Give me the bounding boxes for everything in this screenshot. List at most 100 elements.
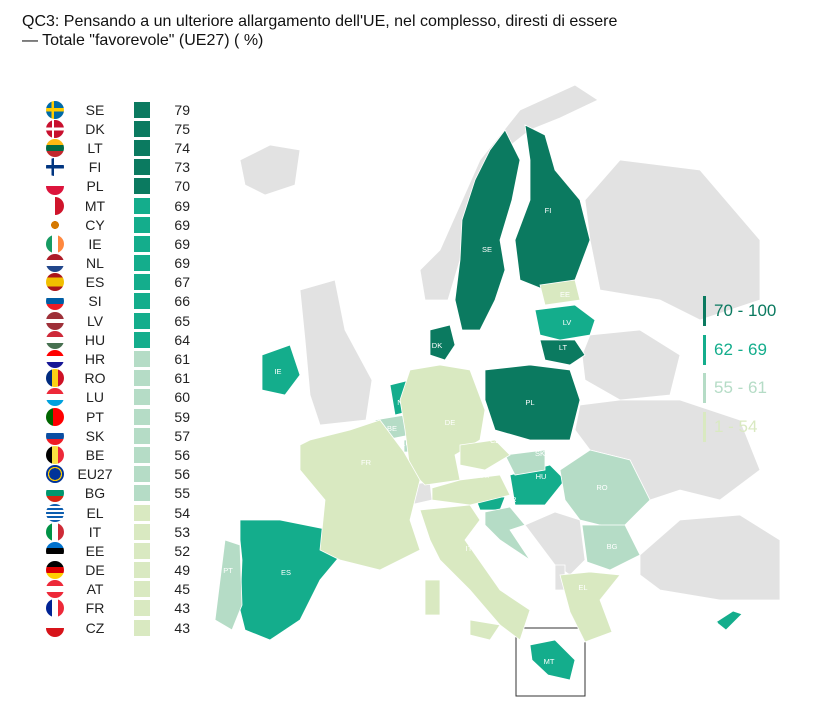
- country-value: 60: [174, 389, 190, 406]
- map-label-be: BE: [387, 424, 397, 433]
- country-row-el: EL 54: [46, 503, 190, 522]
- country-it-island: [424, 579, 441, 616]
- color-swatch: [134, 542, 150, 559]
- color-swatch: [134, 466, 150, 483]
- legend-label: 55 - 61: [714, 378, 767, 398]
- country-lt: [539, 339, 586, 366]
- chart-title: QC3: Pensando a un ulteriore allargament…: [22, 13, 618, 49]
- country-row-es: ES 67: [46, 273, 190, 292]
- country-row-bg: BG 55: [46, 484, 190, 503]
- country-cz: [459, 439, 511, 471]
- country-value: 74: [174, 139, 190, 156]
- flag-icon: [46, 138, 64, 157]
- country-row-lu: LU 60: [46, 388, 190, 407]
- country-row-hu: HU 64: [46, 330, 190, 349]
- flag-icon: [46, 330, 64, 349]
- country-row-lv: LV 65: [46, 311, 190, 330]
- map-label-fr: FR: [361, 458, 372, 467]
- color-swatch: [134, 120, 150, 137]
- country-code: HR: [84, 351, 106, 368]
- country-row-cy: CY 69: [46, 215, 190, 234]
- country-value: 75: [174, 120, 190, 137]
- country-row-it: IT 53: [46, 522, 190, 541]
- country-value: 70: [174, 178, 190, 195]
- country-dk: [429, 324, 456, 361]
- country-row-at: AT 45: [46, 580, 190, 599]
- country-row-be: BE 56: [46, 445, 190, 464]
- legend-bar: [703, 296, 706, 327]
- country-value: 43: [174, 600, 190, 617]
- country-row-pt: PT 59: [46, 407, 190, 426]
- country-value: 43: [174, 619, 190, 636]
- country-code: FI: [88, 159, 102, 176]
- country-fi: [514, 124, 591, 291]
- country-value: 64: [174, 331, 190, 348]
- country-value: 73: [174, 159, 190, 176]
- map-label-pt: PT: [223, 566, 233, 575]
- country-row-ie: IE 69: [46, 234, 190, 253]
- flag-icon: [46, 292, 64, 311]
- country-value: 55: [174, 485, 190, 502]
- color-swatch: [134, 427, 150, 444]
- country-at: [431, 474, 511, 506]
- map-label-cy: CY: [708, 620, 718, 629]
- country-row-se: SE 79: [46, 100, 190, 119]
- color-swatch: [134, 331, 150, 348]
- map-label-es: ES: [281, 568, 291, 577]
- color-swatch: [134, 370, 150, 387]
- legend-item: 62 - 69: [703, 331, 776, 370]
- color-swatch: [134, 274, 150, 291]
- country-code: AT: [86, 581, 104, 598]
- country-row-eu27: EU27 56: [46, 465, 190, 484]
- country-value: 45: [174, 581, 190, 598]
- country-it: [419, 504, 531, 641]
- flag-icon: [46, 369, 64, 388]
- map-label-pl: PL: [525, 398, 534, 407]
- country-value: 61: [174, 351, 190, 368]
- flag-icon: [46, 215, 64, 234]
- country-code: ES: [85, 274, 105, 291]
- flag-icon: [46, 580, 64, 599]
- map-label-mt: MT: [544, 657, 555, 666]
- country-value: 79: [174, 101, 190, 118]
- country-bg: [581, 524, 641, 571]
- color-swatch: [134, 159, 150, 176]
- country-value: 54: [174, 504, 190, 521]
- country-code: LV: [86, 312, 104, 329]
- flag-icon: [46, 273, 64, 292]
- color-swatch: [134, 523, 150, 540]
- country-code: IT: [88, 523, 102, 540]
- non-eu-iceland: [239, 144, 301, 196]
- flag-icon: [46, 196, 64, 215]
- flag-icon: [46, 177, 64, 196]
- country-value: 56: [174, 466, 190, 483]
- country-code: DK: [85, 120, 105, 137]
- flag-icon: [46, 158, 64, 177]
- non-eu-norway: [419, 84, 599, 301]
- country-pt: [214, 539, 243, 631]
- country-de: [399, 364, 486, 486]
- color-swatch: [134, 178, 150, 195]
- legend-item: 1 - 54: [703, 408, 776, 447]
- flag-icon: [46, 234, 64, 253]
- color-swatch: [134, 619, 150, 636]
- color-swatch: [134, 389, 150, 406]
- non-eu-belarus: [581, 329, 681, 401]
- color-swatch: [134, 600, 150, 617]
- country-el: [559, 571, 621, 643]
- map-label-hr: HR: [506, 495, 517, 504]
- country-row-sk: SK 57: [46, 426, 190, 445]
- country-row-de: DE 49: [46, 561, 190, 580]
- country-code: SI: [88, 293, 102, 310]
- country-code: SE: [85, 101, 105, 118]
- color-scale-legend: 70 - 100 62 - 69 55 - 61 1 - 54: [703, 292, 776, 446]
- color-swatch: [134, 504, 150, 521]
- map-label-el: EL: [578, 583, 587, 592]
- map-label-dk: DK: [432, 341, 442, 350]
- map-label-sk: SK: [535, 449, 545, 458]
- country-code: EU27: [77, 466, 113, 483]
- country-value: 66: [174, 293, 190, 310]
- non-eu-russia: [584, 159, 761, 321]
- map-label-at: AT: [481, 471, 490, 480]
